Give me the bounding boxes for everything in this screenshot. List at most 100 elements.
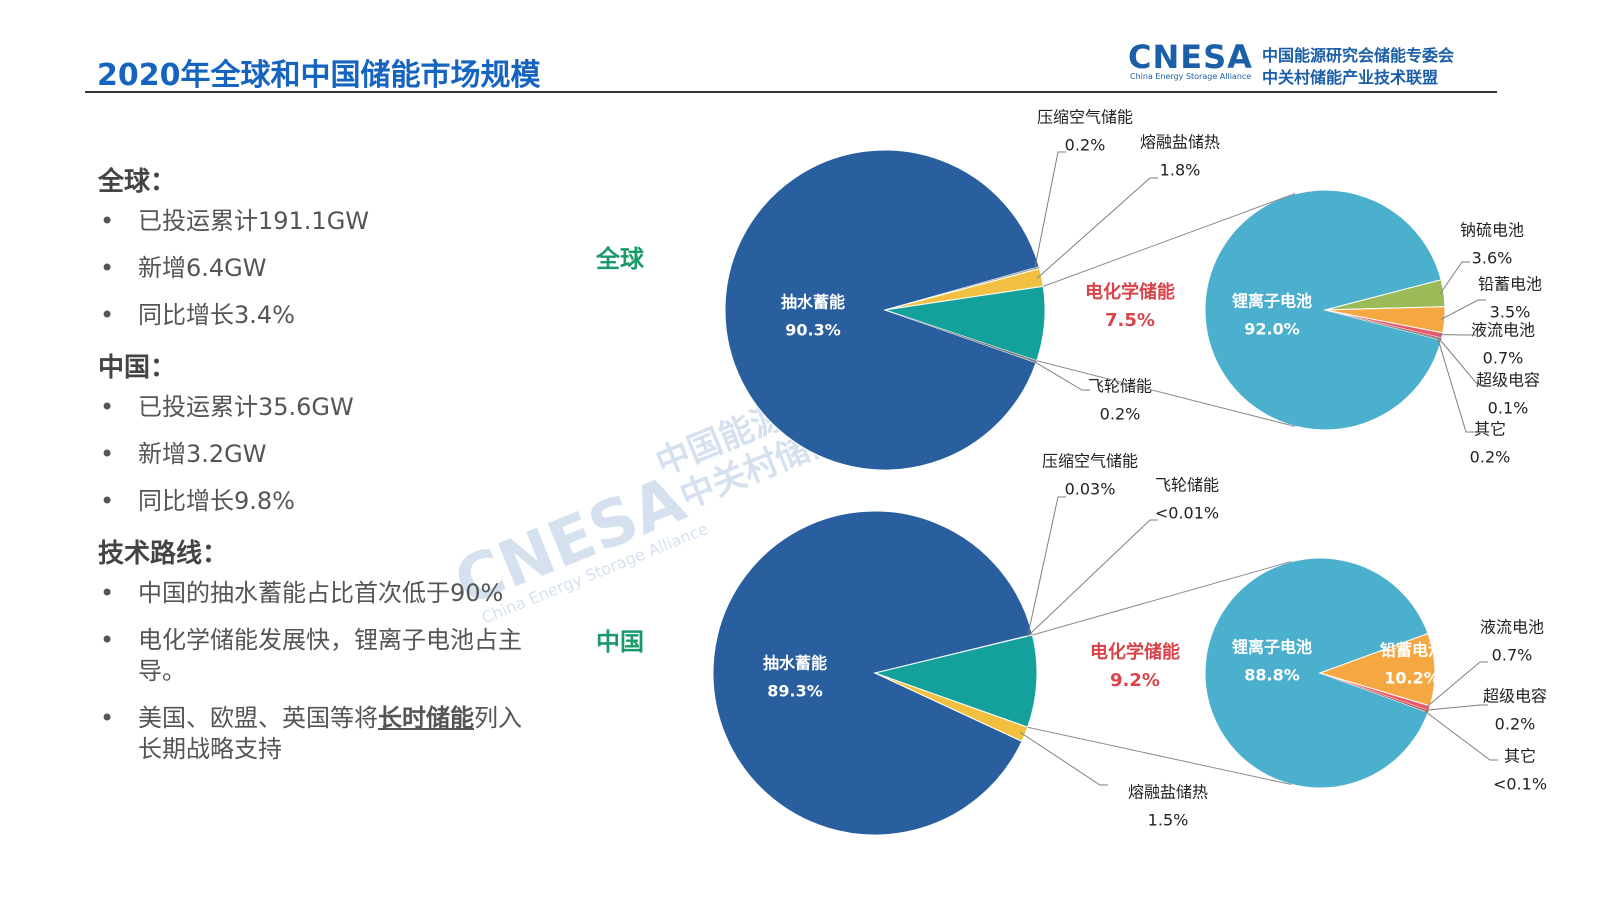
slice-label: 液流电池: [1471, 321, 1535, 340]
leader-line: [1437, 337, 1486, 386]
pie-slice: [724, 149, 1040, 471]
value-label: 1.5%: [1148, 811, 1189, 830]
slice-label: 其它: [1504, 747, 1536, 766]
slice-label: 飞轮储能: [1088, 377, 1152, 396]
logo-mark: CNESA: [1128, 38, 1253, 76]
title-rule: [85, 91, 1497, 93]
value-label: 92.0%: [1244, 320, 1300, 339]
slice-label: 电化学储能: [1090, 641, 1180, 663]
logo-line: 中国能源研究会储能专委会: [1262, 46, 1455, 65]
slice-label: 其它: [1474, 420, 1506, 439]
leader-line: [1437, 338, 1474, 433]
bullet-text: 同比增长3.4%: [138, 301, 295, 329]
pie-slice: [1204, 557, 1429, 789]
pie-slice: [1318, 632, 1436, 707]
slice-label: 抽水蓄能: [763, 654, 827, 673]
value-label: 90.3%: [785, 321, 841, 340]
leader-line: [1020, 732, 1108, 786]
slice-label: 压缩空气储能: [1037, 108, 1133, 127]
pie-slice: [1324, 309, 1444, 339]
bullet-text: 电化学储能发展快，锂离子电池占主导。: [138, 626, 522, 685]
bullet-text: 列入长期战略支持: [138, 704, 522, 763]
slice-label: 铅蓄电池: [1380, 641, 1444, 660]
slice-label: 抽水蓄能: [781, 293, 845, 312]
leader-line: [1034, 151, 1066, 270]
bullet-text: 新增6.4GW: [138, 254, 267, 282]
leader-line: [1425, 661, 1488, 708]
value-label: 10.2%: [1384, 669, 1440, 688]
bullet: 新增3.2GW: [98, 439, 533, 470]
section-heading: 全球：: [98, 167, 177, 197]
value-label: 3.6%: [1472, 249, 1513, 268]
value-label: 0.7%: [1483, 349, 1524, 368]
pie-slice: [873, 634, 1038, 728]
value-label: 0.1%: [1488, 399, 1529, 418]
slice-label: 铅蓄电池: [1478, 275, 1542, 294]
slice-label: 熔融盐储热: [1128, 783, 1208, 802]
leader-line: [1036, 177, 1158, 279]
slice-label: 压缩空气储能: [1042, 452, 1138, 471]
slice-label: 锂离子电池: [1232, 638, 1312, 657]
connector-line: [1036, 360, 1296, 427]
pie-slice: [1320, 673, 1429, 713]
section-heading: 技术路线：: [98, 539, 229, 569]
slice-label: 超级电容: [1483, 687, 1547, 706]
bullet: 已投运累计35.6GW: [98, 392, 533, 423]
connector-line: [1032, 560, 1292, 636]
leader-line: [1031, 359, 1090, 391]
bullet: 新增6.4GW: [98, 253, 533, 284]
bullet-text: 已投运累计191.1GW: [138, 207, 370, 235]
slice-label: 熔融盐储热: [1140, 133, 1220, 152]
bullet-text: 中国的抽水蓄能占比首次低于90%: [138, 579, 504, 607]
bullet: 同比增长9.8%: [98, 486, 533, 517]
pie-slice: [712, 510, 1034, 836]
value-label: 7.5%: [1105, 310, 1155, 331]
section-heading: 中国：: [98, 353, 177, 383]
bullet-text: 同比增长9.8%: [138, 487, 295, 515]
bullet: 同比增长3.4%: [98, 300, 533, 331]
bullet-text: 美国、欧盟、英国等将: [138, 704, 378, 732]
pie-slice: [1325, 310, 1442, 339]
bullet: 美国、欧盟、英国等将长时储能列入长期战略支持: [98, 703, 533, 765]
value-label: <0.1%: [1493, 775, 1547, 794]
slice-label: 液流电池: [1480, 618, 1544, 637]
chart-title: 中国: [596, 628, 644, 656]
value-label: 0.03%: [1065, 480, 1116, 499]
bullet-text: 长时储能: [378, 704, 474, 732]
value-label: 0.2%: [1065, 136, 1106, 155]
value-label: 0.7%: [1492, 646, 1533, 665]
value-label: 3.5%: [1490, 303, 1531, 322]
value-label: 9.2%: [1110, 670, 1160, 691]
connector-line: [1027, 726, 1292, 786]
leader-line: [1440, 299, 1486, 320]
value-label: 0.2%: [1495, 715, 1536, 734]
value-label: 0.2%: [1100, 405, 1141, 424]
leader-line: [1424, 710, 1498, 761]
slide-title: 2020年全球和中国储能市场规模: [97, 58, 541, 93]
bullet: 中国的抽水蓄能占比首次低于90%: [98, 578, 533, 609]
summary: 全球： 已投运累计191.1GW 新增6.4GW 同比增长3.4% 中国： 已投运累计35…: [98, 155, 538, 781]
slice-label: 钠硫电池: [1460, 221, 1524, 240]
pie-slice: [1325, 310, 1442, 341]
value-label: 0.2%: [1470, 448, 1511, 467]
leader-line: [1027, 496, 1066, 637]
bullet: 电化学储能发展快，锂离子电池占主导。: [98, 625, 533, 687]
leader-line: [1027, 519, 1158, 637]
logo-en: China Energy Storage Alliance: [1130, 72, 1252, 81]
logo-line: 中关村储能产业技术联盟: [1262, 68, 1439, 87]
pie-slice: [1320, 673, 1429, 713]
slice-label: 锂离子电池: [1232, 292, 1312, 311]
slice-label: 飞轮储能: [1155, 476, 1219, 495]
pie-slice: [1319, 672, 1431, 712]
value-label: <0.01%: [1155, 504, 1219, 523]
value-label: 88.8%: [1244, 666, 1300, 685]
bullet-text: 已投运累计35.6GW: [138, 393, 354, 421]
leader-line: [1425, 704, 1488, 711]
slice-label: 超级电容: [1476, 371, 1540, 390]
slice-label: 电化学储能: [1085, 281, 1175, 303]
pie-slice: [1204, 189, 1442, 431]
bullet: 已投运累计191.1GW: [98, 206, 533, 237]
chart-title: 全球: [595, 245, 645, 273]
